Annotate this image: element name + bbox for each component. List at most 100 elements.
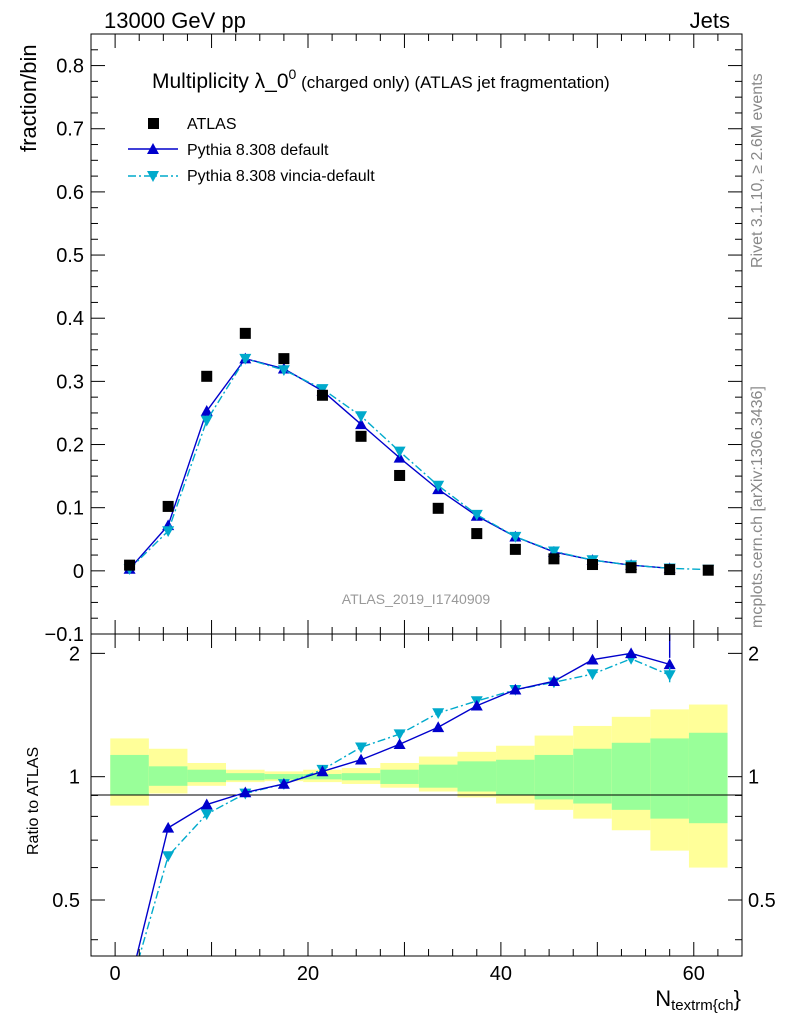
pythia-default-point bbox=[355, 418, 368, 430]
ratio-band-inner bbox=[264, 774, 304, 780]
ratio-pythia-default-point bbox=[162, 821, 175, 833]
analysis-id: ATLAS_2019_I1740909 bbox=[342, 591, 491, 607]
atlas-point bbox=[394, 469, 406, 481]
main-y-tick-label: −0.1 bbox=[45, 624, 84, 646]
main-y-tick-label: 0.6 bbox=[56, 182, 84, 204]
ratio-pythia-default-point bbox=[355, 753, 368, 765]
ratio-pythia-default-point bbox=[663, 658, 676, 670]
ratio-y-tick-label-right: 2 bbox=[748, 643, 759, 665]
x-tick-label: 0 bbox=[110, 963, 121, 985]
ratio-band-inner bbox=[611, 742, 651, 810]
main-y-tick-label: 0.8 bbox=[56, 56, 84, 78]
ratio-pythia-default-point bbox=[200, 798, 213, 810]
ratio-band-inner bbox=[688, 732, 728, 824]
mcplots-label: mcplots.cern.ch [arXiv:1306.3436] bbox=[749, 386, 766, 628]
main-y-tick-label: 0.5 bbox=[56, 245, 84, 267]
atlas-point bbox=[201, 370, 213, 382]
ratio-band-inner bbox=[496, 759, 535, 796]
ratio-series-group bbox=[124, 634, 676, 997]
rivet-version-label: Rivet 3.1.10, ≥ 2.6M events bbox=[749, 73, 766, 268]
ratio-pythia-vincia-point bbox=[393, 729, 406, 741]
atlas-point bbox=[432, 502, 444, 514]
ratio-band-inner bbox=[303, 774, 342, 780]
ratio-band-inner bbox=[650, 738, 689, 819]
ratio-band-inner bbox=[534, 754, 574, 800]
ratio-axes: 0 20 40 60 0.5 0.5 1 1 2 2 bbox=[52, 634, 776, 985]
x-tick-label: 40 bbox=[490, 963, 512, 985]
pythia-vincia-point bbox=[547, 546, 560, 558]
pythia-vincia-point bbox=[200, 415, 213, 427]
x-axis-label-tail: } bbox=[734, 986, 741, 1011]
ratio-band-inner bbox=[380, 769, 419, 784]
pythia-default-point bbox=[200, 405, 213, 416]
main-y-tick-label: 0 bbox=[73, 561, 84, 583]
pythia-vincia-point bbox=[509, 531, 522, 543]
ratio-pythia-default-point bbox=[547, 675, 560, 687]
main-y-tick-label: 0.2 bbox=[56, 435, 84, 457]
plot-title-sup: 0 bbox=[289, 66, 297, 82]
ratio-pythia-default-point bbox=[625, 647, 638, 659]
pythia-vincia-point bbox=[277, 365, 290, 376]
ratio-band-inner bbox=[148, 766, 188, 786]
legend-marker-pythia-vincia bbox=[147, 171, 159, 182]
main-marks bbox=[123, 327, 715, 576]
plot-title-main: Multiplicity λ_0 bbox=[152, 70, 289, 93]
atlas-point bbox=[471, 528, 483, 540]
ratio-band-inner bbox=[573, 748, 612, 804]
x-axis-label-sub: textrm{ch bbox=[671, 997, 734, 1014]
ratio-y-tick-label-right: 0.5 bbox=[748, 890, 776, 912]
atlas-point bbox=[239, 327, 251, 339]
ratio-pythia-default-point bbox=[393, 738, 406, 750]
legend-label-pythia-default: Pythia 8.308 default bbox=[187, 142, 329, 159]
ratio-y-tick-label-left: 1 bbox=[69, 767, 80, 789]
ratio-pythia-vincia-point bbox=[124, 986, 136, 997]
ratio-pythia-vincia-point bbox=[432, 708, 445, 720]
legend: ATLAS Pythia 8.308 default Pythia 8.308 … bbox=[128, 116, 375, 185]
ratio-band-inner bbox=[226, 773, 265, 781]
pythia-vincia-point bbox=[432, 480, 445, 492]
ratio-pythia-default-point bbox=[432, 721, 445, 733]
header-left: 13000 GeV pp bbox=[104, 8, 246, 33]
ratio-band-inner bbox=[457, 761, 497, 792]
ratio-pythia-default-line bbox=[135, 652, 670, 956]
ratio-marks bbox=[124, 634, 676, 997]
legend-marker-atlas bbox=[148, 118, 159, 129]
atlas-point bbox=[278, 353, 290, 365]
legend-item-atlas: ATLAS bbox=[148, 116, 237, 133]
plot-title: Multiplicity λ_00 (charged only) (ATLAS … bbox=[152, 66, 610, 93]
ratio-panel: 0 20 40 60 0.5 0.5 1 1 2 2 Ratio to ATLAS Ntextrm… bbox=[25, 633, 776, 1014]
header-right: Jets bbox=[690, 8, 730, 33]
main-panel: −0.1 0 0.1 0.2 0.3 0.4 0.5 0.6 0.7 0.8 Multiplici… bbox=[16, 33, 743, 646]
ratio-ylabel: Ratio to ATLAS bbox=[25, 747, 42, 855]
atlas-point bbox=[548, 553, 560, 565]
ratio-band-inner bbox=[341, 773, 381, 781]
ratio-pythia-default-point bbox=[239, 786, 252, 798]
ratio-y-tick-label-left: 2 bbox=[69, 643, 80, 665]
ratio-pythia-default-point bbox=[509, 683, 522, 695]
x-axis-label-main: N bbox=[655, 986, 671, 1011]
ratio-bands bbox=[110, 704, 728, 868]
atlas-point bbox=[625, 562, 637, 574]
main-y-tick-label: 0.3 bbox=[56, 371, 84, 393]
atlas-point bbox=[587, 559, 599, 571]
atlas-point bbox=[316, 389, 328, 401]
ratio-pythia-default-point bbox=[124, 979, 136, 990]
pythia-vincia-point bbox=[393, 446, 406, 458]
ratio-y-tick-label-left: 0.5 bbox=[52, 890, 80, 912]
ratio-pythia-vincia-point bbox=[200, 809, 213, 821]
pythia-vincia-point bbox=[239, 353, 252, 365]
ratio-pythia-default-point bbox=[316, 765, 329, 777]
ratio-pythia-vincia-point bbox=[586, 669, 599, 681]
ratio-band-inner bbox=[110, 754, 149, 796]
main-ylabel: fraction/bin bbox=[16, 44, 41, 152]
main-axes: −0.1 0 0.1 0.2 0.3 0.4 0.5 0.6 0.7 0.8 bbox=[45, 33, 742, 646]
x-axis-label: Ntextrm{ch} bbox=[655, 986, 741, 1014]
legend-marker-pythia-default bbox=[147, 143, 159, 154]
atlas-point bbox=[355, 430, 367, 442]
ratio-y-tick-label-right: 1 bbox=[748, 767, 759, 789]
pythia-vincia-point bbox=[355, 411, 368, 423]
ratio-pythia-default-point bbox=[470, 699, 483, 711]
pythia-vincia-line bbox=[129, 357, 709, 571]
ratio-pythia-vincia-point bbox=[162, 851, 175, 863]
ratio-band-inner bbox=[418, 764, 458, 788]
